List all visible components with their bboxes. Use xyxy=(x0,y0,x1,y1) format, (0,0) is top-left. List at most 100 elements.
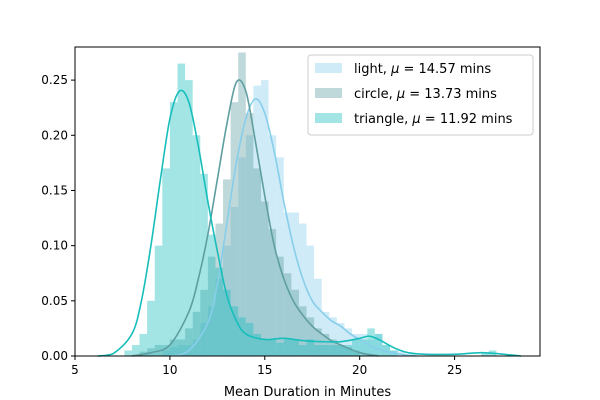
bar-2-12 xyxy=(215,267,224,356)
histogram-bars xyxy=(124,52,497,357)
bar-0-26 xyxy=(359,333,368,356)
bar-1-19 xyxy=(283,273,292,356)
bar-0-6 xyxy=(207,306,216,356)
bar-1-28 xyxy=(352,350,360,356)
bar-0-13 xyxy=(261,80,269,356)
bar-1-18 xyxy=(276,256,284,356)
bar-0-23 xyxy=(336,322,345,356)
bar-0-29 xyxy=(382,344,391,356)
bar-2-2 xyxy=(139,333,148,356)
bar-1-5 xyxy=(177,339,186,356)
bar-1-26 xyxy=(336,344,345,356)
bars-series-0 xyxy=(162,80,406,356)
bar-0-12 xyxy=(253,85,261,356)
legend-swatch-1 xyxy=(315,88,342,98)
bar-1-8 xyxy=(200,289,208,356)
bar-1-9 xyxy=(207,256,216,356)
y-tick-label-4: 0.20 xyxy=(41,128,68,142)
bar-1-15 xyxy=(253,168,261,356)
bar-2-15 xyxy=(238,317,246,356)
bar-2-27 xyxy=(329,344,337,356)
bar-2-36 xyxy=(481,352,489,356)
bar-1-13 xyxy=(238,52,246,357)
x-tick-label-2: 15 xyxy=(257,363,272,377)
bar-0-9 xyxy=(230,207,239,356)
plot-frame xyxy=(74,46,541,357)
bar-2-1 xyxy=(131,344,140,356)
legend-swatch-0 xyxy=(315,63,342,73)
bar-1-22 xyxy=(306,317,315,356)
bar-0-7 xyxy=(215,278,224,356)
bar-0-17 xyxy=(291,212,299,356)
y-tick-label-1: 0.05 xyxy=(41,294,68,308)
bar-2-0 xyxy=(124,350,132,356)
bar-0-11 xyxy=(245,135,254,356)
bar-0-5 xyxy=(200,322,208,356)
x-tick-label-0: 5 xyxy=(71,363,79,377)
bar-2-28 xyxy=(336,344,345,356)
x-axis-label: Mean Duration in Minutes xyxy=(224,385,392,400)
bar-2-7 xyxy=(177,63,186,357)
kde-line-0 xyxy=(169,98,417,357)
y-tick-label-2: 0.10 xyxy=(41,239,68,253)
bar-0-28 xyxy=(374,333,383,356)
bar-2-33 xyxy=(374,333,383,356)
bar-1-24 xyxy=(321,333,330,356)
bar-0-0 xyxy=(162,350,170,356)
bar-1-7 xyxy=(192,311,201,356)
bar-2-25 xyxy=(314,344,322,356)
bar-1-3 xyxy=(162,344,170,356)
bar-1-25 xyxy=(329,339,337,356)
bar-0-1 xyxy=(169,347,178,356)
legend-swatch-2 xyxy=(315,113,342,123)
legend-label-0: light, μ = 14.57 mins xyxy=(354,62,491,77)
bar-2-13 xyxy=(223,289,231,356)
bar-1-21 xyxy=(298,306,307,356)
bar-1-20 xyxy=(291,289,299,356)
bar-1-6 xyxy=(185,328,193,356)
bar-2-24 xyxy=(306,339,315,356)
bar-2-20 xyxy=(276,342,284,356)
bar-1-11 xyxy=(223,179,231,356)
legend-box xyxy=(307,54,534,136)
bar-1-10 xyxy=(215,223,224,356)
legend-label-2: triangle, μ = 11.92 mins xyxy=(354,112,513,127)
x-axis: 5 10 15 20 25 xyxy=(71,356,462,377)
bar-0-2 xyxy=(177,344,186,356)
bar-0-15 xyxy=(276,157,284,356)
bar-2-11 xyxy=(207,234,216,356)
kde-line-1 xyxy=(131,79,379,357)
bar-0-19 xyxy=(306,245,315,356)
bar-2-16 xyxy=(245,322,254,356)
x-tick-label-4: 25 xyxy=(447,363,462,377)
bar-1-16 xyxy=(261,201,269,356)
bar-2-5 xyxy=(162,168,170,356)
bar-1-12 xyxy=(230,102,239,356)
bar-2-9 xyxy=(192,135,201,356)
bar-2-3 xyxy=(147,300,155,356)
kde-curves xyxy=(97,79,522,357)
bar-2-26 xyxy=(321,344,330,356)
legend-label-1: circle, μ = 13.73 mins xyxy=(354,87,497,102)
bar-2-18 xyxy=(261,339,269,356)
bar-2-34 xyxy=(382,344,391,356)
x-tick-label-1: 10 xyxy=(162,363,177,377)
bar-1-14 xyxy=(245,113,254,356)
legend: light, μ = 14.57 mins circle, μ = 13.73 m… xyxy=(307,54,534,136)
y-tick-label-5: 0.25 xyxy=(41,73,68,87)
bar-2-30 xyxy=(352,339,360,356)
bar-0-8 xyxy=(223,245,231,356)
bar-2-6 xyxy=(169,102,178,356)
x-tick-label-3: 20 xyxy=(352,363,367,377)
bar-0-27 xyxy=(367,339,375,356)
bar-0-21 xyxy=(321,311,330,356)
bar-2-31 xyxy=(359,339,368,356)
bar-0-24 xyxy=(344,328,353,356)
bar-2-32 xyxy=(367,328,375,356)
bar-0-10 xyxy=(238,157,246,356)
bars-series-2 xyxy=(124,63,497,357)
bar-0-14 xyxy=(268,135,277,356)
bar-1-17 xyxy=(268,229,277,356)
bar-0-18 xyxy=(298,223,307,356)
